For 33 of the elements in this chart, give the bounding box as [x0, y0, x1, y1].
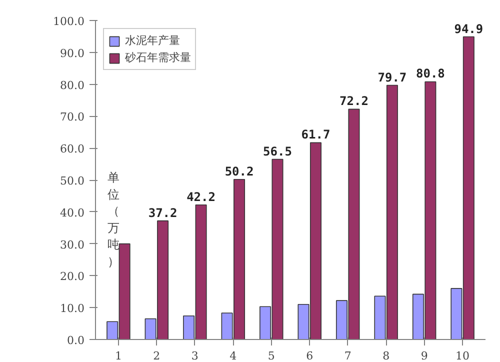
data-label: 94.9	[454, 22, 484, 36]
y-tick-label: 30.0	[60, 238, 85, 252]
y-tick-label: 50.0	[60, 174, 85, 188]
x-tick-label: 8	[382, 350, 390, 362]
y-tick-label: 40.0	[60, 206, 85, 220]
y-tick-label: 0.0	[67, 334, 85, 347]
y-axis-title: 单位（万吨）	[108, 170, 120, 268]
y-tick-label: 20.0	[60, 270, 85, 284]
x-tick-label: 9	[420, 350, 428, 362]
data-label: 72.2	[340, 94, 368, 108]
data-label: 61.7	[301, 128, 330, 142]
data-label: 50.2	[224, 164, 254, 178]
data-label: 56.5	[263, 144, 292, 158]
data-label: 42.2	[186, 190, 216, 204]
x-tick-label: 2	[153, 350, 160, 362]
data-label: 79.7	[378, 70, 407, 84]
y-tick-label: 100.0	[53, 15, 85, 28]
y-tick-label: 80.0	[60, 78, 85, 92]
x-tick-label: 7	[344, 350, 352, 362]
x-tick-label: 1	[114, 350, 122, 362]
legend-label: 砂石年需求量	[125, 50, 191, 65]
legend-label: 水泥年产量	[125, 33, 180, 48]
x-tick-label: 4	[230, 350, 237, 362]
x-tick-label: 5	[268, 350, 275, 362]
y-tick-label: 70.0	[60, 110, 85, 124]
x-tick-label: 10	[456, 350, 470, 362]
data-label: 37.2	[148, 206, 178, 220]
y-tick-label: 60.0	[60, 142, 85, 156]
x-tick-label: 3	[191, 350, 198, 362]
data-label: 80.8	[416, 66, 445, 81]
y-tick-label: 90.0	[60, 46, 85, 60]
x-tick-label: 6	[306, 350, 314, 362]
y-tick-label: 10.0	[60, 302, 85, 316]
